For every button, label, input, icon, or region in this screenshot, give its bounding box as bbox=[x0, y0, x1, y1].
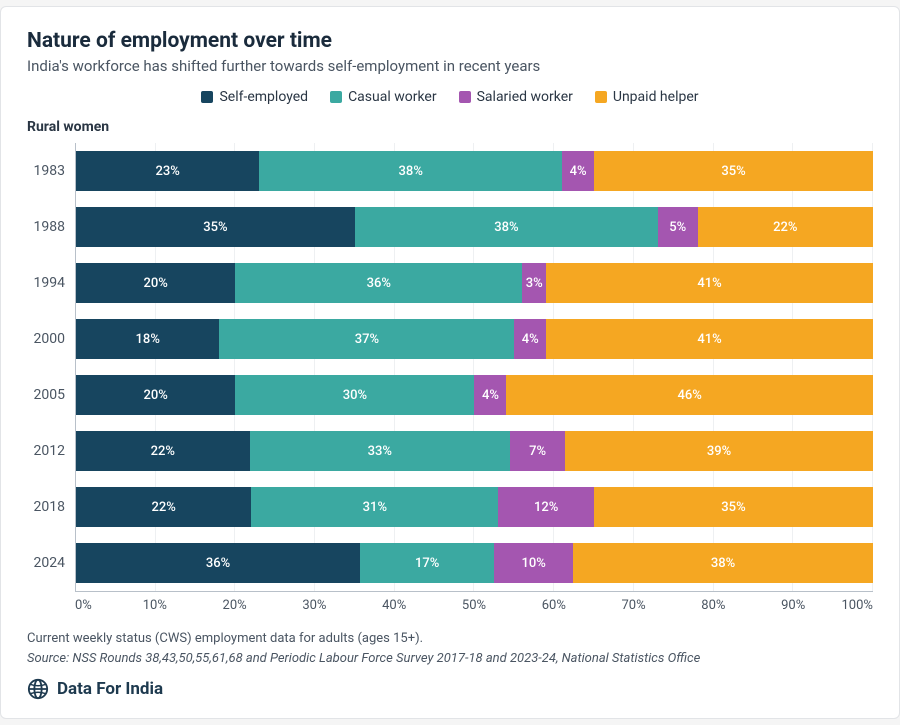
y-axis-labels: 19831988199420002005201220182024 bbox=[27, 143, 75, 592]
stacked-bar: 35%38%5%22% bbox=[76, 207, 873, 247]
x-axis-tick: 40% bbox=[354, 598, 434, 613]
bar-segment: 33% bbox=[250, 431, 510, 471]
y-axis-label: 2024 bbox=[27, 535, 75, 591]
x-axis-tick: 20% bbox=[195, 598, 275, 613]
bar-segment: 36% bbox=[76, 543, 360, 583]
stacked-bar: 20%36%3%41% bbox=[76, 263, 873, 303]
bar-row: 18%37%4%41% bbox=[76, 311, 873, 367]
legend-item: Casual worker bbox=[330, 89, 437, 105]
bar-segment: 22% bbox=[76, 431, 250, 471]
bar-segment: 5% bbox=[658, 207, 698, 247]
group-label: Rural women bbox=[27, 119, 873, 135]
legend-item: Unpaid helper bbox=[595, 89, 699, 105]
y-axis-label: 1983 bbox=[27, 143, 75, 199]
y-axis-label: 2000 bbox=[27, 311, 75, 367]
bar-segment: 46% bbox=[506, 375, 873, 415]
bar-segment: 35% bbox=[594, 487, 873, 527]
chart-card: Nature of employment over time India's w… bbox=[0, 6, 900, 719]
y-axis-label: 1994 bbox=[27, 255, 75, 311]
stacked-bar: 22%31%12%35% bbox=[76, 487, 873, 527]
bar-segment: 22% bbox=[698, 207, 873, 247]
bar-segment: 31% bbox=[251, 487, 498, 527]
bar-segment: 35% bbox=[594, 151, 873, 191]
bars-container: 23%38%4%35%35%38%5%22%20%36%3%41%18%37%4… bbox=[76, 143, 873, 591]
brand-row: Data For India bbox=[27, 678, 873, 700]
bar-row: 36%17%10%38% bbox=[76, 535, 873, 591]
legend-swatch bbox=[201, 91, 213, 103]
chart-area: 19831988199420002005201220182024 23%38%4… bbox=[27, 143, 873, 592]
y-axis-label: 2012 bbox=[27, 423, 75, 479]
bar-segment: 20% bbox=[76, 375, 235, 415]
bar-row: 23%38%4%35% bbox=[76, 143, 873, 199]
footnote-source: Source: NSS Rounds 38,43,50,55,61,68 and… bbox=[27, 649, 873, 669]
bar-segment: 36% bbox=[235, 263, 522, 303]
y-axis-label: 2018 bbox=[27, 479, 75, 535]
bar-segment: 7% bbox=[510, 431, 565, 471]
bar-segment: 17% bbox=[360, 543, 494, 583]
footnote-text: Current weekly status (CWS) employment d… bbox=[27, 629, 873, 649]
bar-row: 20%30%4%46% bbox=[76, 367, 873, 423]
chart-title: Nature of employment over time bbox=[27, 29, 873, 53]
bar-segment: 41% bbox=[546, 263, 873, 303]
stacked-bar: 20%30%4%46% bbox=[76, 375, 873, 415]
bar-row: 20%36%3%41% bbox=[76, 255, 873, 311]
x-axis-tick: 80% bbox=[673, 598, 753, 613]
bar-segment: 22% bbox=[76, 487, 251, 527]
x-axis-tick: 30% bbox=[274, 598, 354, 613]
bar-segment: 10% bbox=[494, 543, 573, 583]
bar-segment: 35% bbox=[76, 207, 355, 247]
stacked-bar: 36%17%10%38% bbox=[76, 543, 873, 583]
legend-swatch bbox=[459, 91, 471, 103]
x-axis-tick: 90% bbox=[753, 598, 833, 613]
bar-segment: 41% bbox=[546, 319, 873, 359]
x-axis-tick: 100% bbox=[833, 598, 873, 613]
stacked-bar: 18%37%4%41% bbox=[76, 319, 873, 359]
brand-name: Data For India bbox=[57, 679, 163, 699]
legend-swatch bbox=[595, 91, 607, 103]
x-axis-tick: 60% bbox=[514, 598, 594, 613]
x-axis-tick: 70% bbox=[594, 598, 674, 613]
stacked-bar: 22%33%7%39% bbox=[76, 431, 873, 471]
bar-segment: 39% bbox=[565, 431, 873, 471]
bar-segment: 12% bbox=[498, 487, 594, 527]
bar-segment: 18% bbox=[76, 319, 219, 359]
legend-label: Unpaid helper bbox=[613, 89, 699, 105]
bar-segment: 37% bbox=[219, 319, 514, 359]
bar-segment: 4% bbox=[514, 319, 546, 359]
bar-segment: 38% bbox=[259, 151, 562, 191]
bar-segment: 20% bbox=[76, 263, 235, 303]
bar-segment: 23% bbox=[76, 151, 259, 191]
legend: Self-employed Casual worker Salaried worke… bbox=[27, 89, 873, 105]
x-axis-tick: 0% bbox=[75, 598, 115, 613]
legend-label: Self-employed bbox=[219, 89, 308, 105]
legend-item: Self-employed bbox=[201, 89, 308, 105]
y-axis-label: 2005 bbox=[27, 367, 75, 423]
bar-row: 22%33%7%39% bbox=[76, 423, 873, 479]
legend-swatch bbox=[330, 91, 342, 103]
chart-subtitle: India's workforce has shifted further to… bbox=[27, 57, 873, 75]
legend-item: Salaried worker bbox=[459, 89, 573, 105]
y-axis-label: 1988 bbox=[27, 199, 75, 255]
legend-label: Salaried worker bbox=[477, 89, 573, 105]
bar-segment: 4% bbox=[562, 151, 594, 191]
x-axis-tick: 50% bbox=[434, 598, 514, 613]
bar-segment: 38% bbox=[355, 207, 658, 247]
bar-segment: 38% bbox=[573, 543, 873, 583]
x-axis-tick: 10% bbox=[115, 598, 195, 613]
bar-row: 35%38%5%22% bbox=[76, 199, 873, 255]
bars-column: 23%38%4%35%35%38%5%22%20%36%3%41%18%37%4… bbox=[75, 143, 873, 592]
bar-row: 22%31%12%35% bbox=[76, 479, 873, 535]
footnote: Current weekly status (CWS) employment d… bbox=[27, 629, 873, 668]
bar-segment: 3% bbox=[522, 263, 546, 303]
bar-segment: 4% bbox=[474, 375, 506, 415]
bar-segment: 30% bbox=[235, 375, 474, 415]
brand-globe-icon bbox=[27, 678, 49, 700]
x-axis-labels: 0%10%20%30%40%50%60%70%80%90%100% bbox=[75, 598, 873, 613]
stacked-bar: 23%38%4%35% bbox=[76, 151, 873, 191]
legend-label: Casual worker bbox=[348, 89, 437, 105]
